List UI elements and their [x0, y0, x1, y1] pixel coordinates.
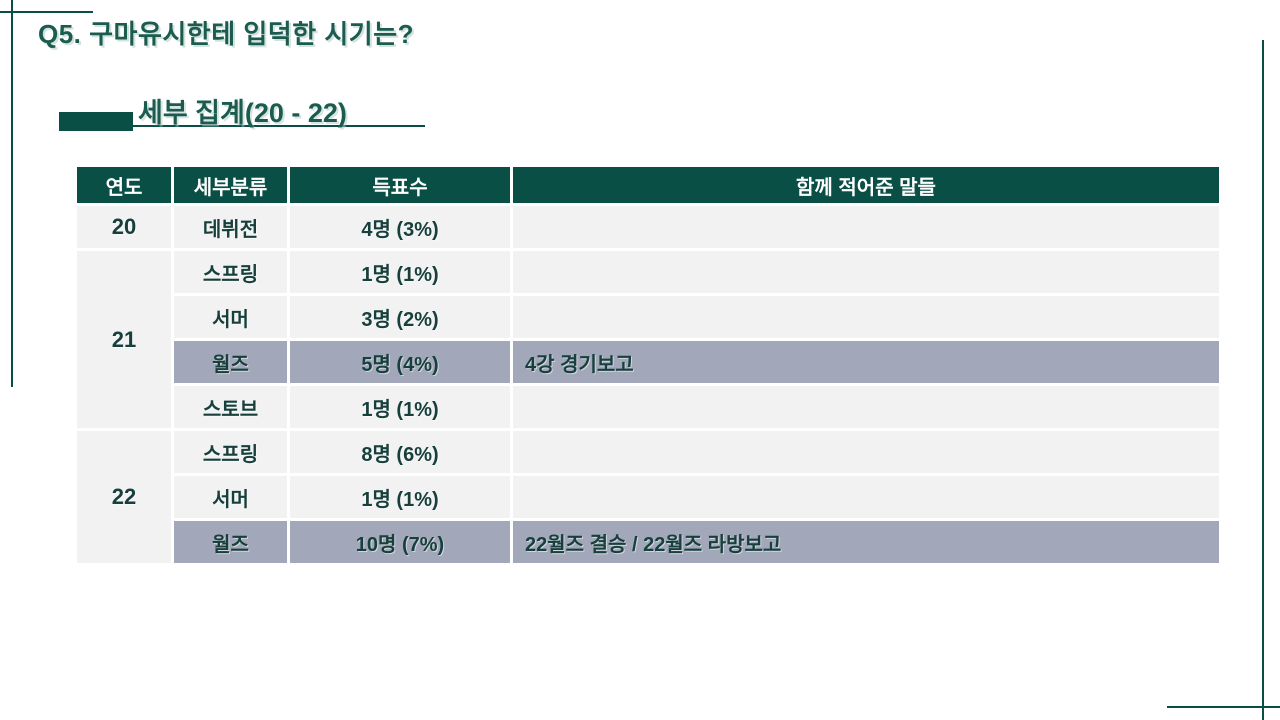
category-cell: 스프링 — [174, 431, 287, 473]
year-cell: 22 — [77, 431, 171, 563]
votes-cell: 1명 (1%) — [290, 476, 510, 518]
table-row: 20 데뷔전 4명 (3%) — [77, 206, 1219, 248]
table-header-row: 연도 세부분류 득표수 함께 적어준 말들 — [77, 167, 1219, 203]
decorative-line-top-left-horizontal — [0, 11, 93, 13]
note-cell — [513, 296, 1219, 338]
votes-cell: 4명 (3%) — [290, 206, 510, 248]
table-row: 월즈 10명 (7%) 22월즈 결승 / 22월즈 라방보고 — [77, 521, 1219, 563]
category-cell: 스프링 — [174, 251, 287, 293]
note-cell — [513, 386, 1219, 428]
year-cell: 20 — [77, 206, 171, 248]
votes-cell: 1명 (1%) — [290, 386, 510, 428]
column-header: 세부분류 — [174, 167, 287, 203]
note-cell — [513, 476, 1219, 518]
note-cell: 22월즈 결승 / 22월즈 라방보고 — [513, 521, 1219, 563]
category-cell: 월즈 — [174, 521, 287, 563]
category-cell: 서머 — [174, 296, 287, 338]
votes-cell: 10명 (7%) — [290, 521, 510, 563]
column-header: 연도 — [77, 167, 171, 203]
section-title-underline — [133, 125, 425, 127]
table-row: 월즈 5명 (4%) 4강 경기보고 — [77, 341, 1219, 383]
column-header: 함께 적어준 말들 — [513, 167, 1219, 203]
note-cell: 4강 경기보고 — [513, 341, 1219, 383]
category-cell: 스토브 — [174, 386, 287, 428]
category-cell: 서머 — [174, 476, 287, 518]
category-cell: 월즈 — [174, 341, 287, 383]
column-header: 득표수 — [290, 167, 510, 203]
note-cell — [513, 206, 1219, 248]
table-row: 서머 3명 (2%) — [77, 296, 1219, 338]
category-cell: 데뷔전 — [174, 206, 287, 248]
table-row: 서머 1명 (1%) — [77, 476, 1219, 518]
results-table: 연도 세부분류 득표수 함께 적어준 말들 20 데뷔전 4명 (3%) 21 스프링 1명 (… — [74, 164, 1222, 566]
section-title-accent-block — [59, 112, 133, 131]
decorative-line-bottom-horizontal — [1167, 706, 1280, 708]
section-title: 세부 집계(20 - 22) — [138, 98, 347, 128]
question-title: Q5. 구마유시한테 입덕한 시기는? — [38, 19, 415, 49]
votes-cell: 5명 (4%) — [290, 341, 510, 383]
note-cell — [513, 251, 1219, 293]
votes-cell: 3명 (2%) — [290, 296, 510, 338]
table-row: 21 스프링 1명 (1%) — [77, 251, 1219, 428]
decorative-line-top-left-vertical — [11, 0, 13, 387]
year-cell: 21 — [77, 251, 171, 428]
votes-cell: 1명 (1%) — [290, 251, 510, 293]
votes-cell: 8명 (6%) — [290, 431, 510, 473]
table-row: 스토브 1명 (1%) — [77, 386, 1219, 428]
table-row: 22 스프링 8명 (6%) — [77, 431, 1219, 563]
note-cell — [513, 431, 1219, 473]
decorative-line-right-vertical — [1262, 40, 1264, 720]
